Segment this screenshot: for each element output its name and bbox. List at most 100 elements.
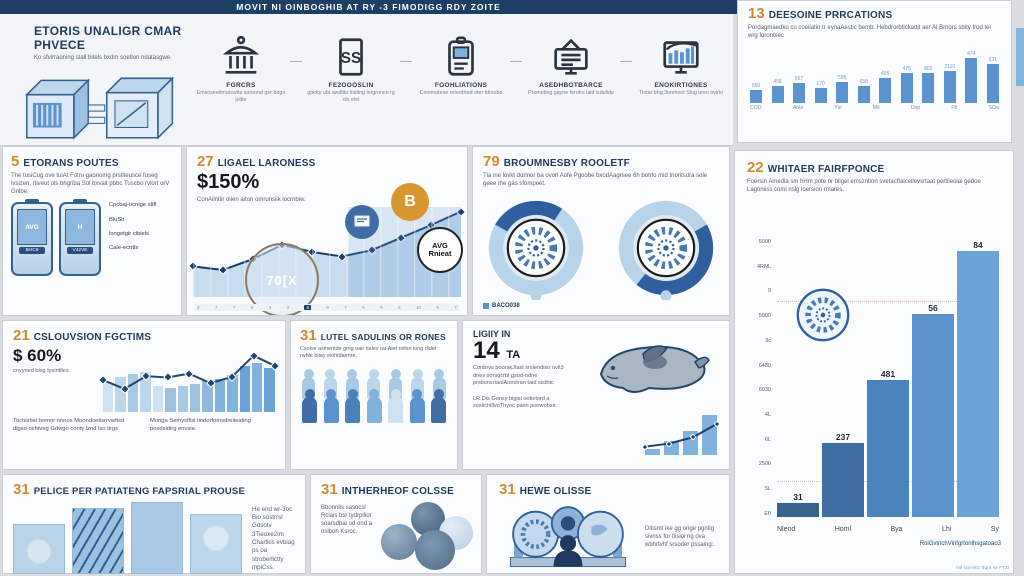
thumbnail-tile <box>131 502 183 574</box>
bar <box>177 386 188 412</box>
intro-block: ETORIS UNALIGR CMAR PHVECE Ko sfvlrraoni… <box>0 14 190 146</box>
flow-connector <box>400 61 412 62</box>
x-axis-tick: 3 <box>197 305 200 310</box>
person-icon <box>431 396 446 423</box>
avg-badge: AVG Rnieat <box>417 227 463 273</box>
x-axis-tick: Pit <box>951 105 958 112</box>
device-pair: AVG BHC8 H V42VE <box>11 199 101 277</box>
flow-step-desc: Promoting gayne ferotrs laid isdulide <box>528 90 614 96</box>
y-axis-tick: 5L <box>764 486 771 493</box>
x-axis-tick: Mit <box>872 105 880 112</box>
panel-number: 21 <box>13 327 30 344</box>
bar-value-label: 2110 <box>944 63 956 70</box>
device-screen: AVG <box>17 209 47 246</box>
bar-value-label: 495 <box>881 70 890 77</box>
x-axis-tick: 10 <box>415 305 421 310</box>
bar: 802 <box>922 66 935 104</box>
list-item: longetgir cibiels <box>109 230 149 237</box>
bar-value-label: 237 <box>835 432 851 443</box>
panel-title: CSLOUVSION FGCTIMS <box>33 332 152 343</box>
flow-connector <box>510 61 522 62</box>
panel-pelice-prouse: 31 PELICE PER PATIATENG FAPSRIAL PROUSE … <box>2 474 306 574</box>
x-axis-tick: 7 <box>214 305 218 310</box>
panel-whitaer-fairfponce: 22 WHITAER FAIRFPONCE Foersin Amedia sm … <box>734 150 1014 574</box>
machine-illustration <box>509 506 627 568</box>
bar <box>264 368 275 412</box>
panel-title: LUTEL SADULINS OR RONES <box>320 332 447 342</box>
bar-value-label: 474 <box>967 50 976 57</box>
whitaer-y-axis: 5000 4RNL 9 5900 3c 6480 6030 4L 6L 2500 5L E0 <box>743 239 771 517</box>
panel-body: Tla ine lovkt dorinor ba ovorl Aofe Pgoo… <box>483 173 708 188</box>
stat-value: $150% <box>197 171 260 193</box>
panel-broumnesby-rooletf: 79 BROUMNESBY ROOLETF Tla ine lovkt dori… <box>472 146 730 316</box>
bank-icon <box>222 35 260 74</box>
flow-step-desc: Tiotar bhg 3onmoot Slug ureo ovirlo <box>638 90 723 96</box>
flow-step-desc: Emsoseetimatswita soroond ger birgo jolt… <box>196 90 286 103</box>
flow-step-label: FE2OOOSLIN <box>328 82 374 89</box>
fine-print: rvtl tacrvkrc tfqra rw FTZl <box>955 566 1009 571</box>
avg-badge-line2: Rnieat <box>428 249 452 258</box>
person-icon <box>345 396 360 423</box>
panel-cslouvsion-fgctims: 21 CSLOUVSION FGCTIMS $ 60% cnyyned blsg… <box>2 320 286 470</box>
x-axis-tick: 3 <box>286 305 290 310</box>
bar-value-label: 481 <box>880 369 896 379</box>
donut-gauge-2 <box>618 201 714 301</box>
person-icon <box>388 396 403 423</box>
document-ss-icon: SS <box>339 38 363 76</box>
cropped-edge-bar <box>1016 28 1024 86</box>
thumbnail-tile <box>13 524 65 574</box>
avg-badge-line1: AVG <box>432 240 448 250</box>
bar: 475 <box>900 66 913 104</box>
x-axis-tick: SOo <box>988 105 999 112</box>
panel-body: He eird wr-3oc Bio sostrrsl Gdsotv 3Tieo… <box>252 505 295 572</box>
ligiiy-mini-chart <box>641 403 721 455</box>
x-axis-tick: 3 <box>397 305 401 310</box>
x-axis-tick: Bya <box>890 526 903 533</box>
battery-device-icon: AVG BHC8 <box>11 199 53 277</box>
bar <box>189 383 201 412</box>
intro-subtitle: Ko sfvlrraoning stall bitels bxdm soetlo… <box>34 55 172 61</box>
bar: 237 <box>822 432 864 517</box>
legend-label: BACO038 <box>492 303 520 309</box>
y-axis-tick: 9 <box>767 288 771 295</box>
bar-value-label: 170 <box>816 81 825 88</box>
panel-number: 13 <box>748 5 765 22</box>
x-axis-tick: Yio <box>834 105 842 112</box>
bar <box>239 365 251 412</box>
panel-body: ConAiintiir oiien aiton omrunsiik locrnb… <box>197 197 306 203</box>
panel-number: 31 <box>321 481 338 498</box>
note-left: Toctsirtiel bomor nnnos Moondoetisrrvwfi… <box>13 418 125 432</box>
big-number-value: 14 <box>473 337 500 364</box>
bar <box>165 387 176 412</box>
whale-illustration <box>599 345 710 393</box>
bar <box>214 378 226 412</box>
x-axis-tick: 8 <box>304 305 311 310</box>
panel-number: 27 <box>197 153 214 170</box>
panel-lutel-sadulins: 31 LUTEL SADULINS OR RONES Csoive asment… <box>290 320 458 470</box>
bar-value-label: 595 <box>837 75 847 82</box>
window-badge-icon <box>345 205 379 239</box>
gridline <box>777 301 999 302</box>
bar-value-label: 31 <box>793 492 803 503</box>
panel-body: Ditismt ike gg onge pgntig sivnss for ti… <box>645 525 716 549</box>
bar <box>252 363 263 412</box>
flow-step-label: ASEDHBOTBARCE <box>539 82 603 89</box>
intro-title: ETORIS UNALIGR CMAR PHVECE <box>34 24 182 52</box>
panel-title: DEESOINE PRRCATIONS <box>768 10 893 21</box>
x-axis-tick: 9 <box>380 305 383 310</box>
x-axis-tick: Dsp <box>910 105 921 112</box>
x-axis-tick: Homl <box>834 526 852 533</box>
sphere-icon <box>381 524 417 560</box>
panel-number: 5 <box>11 153 20 170</box>
flow-step-4: ASEDHBOTBARCE Promoting gayne ferotrs la… <box>522 28 620 97</box>
bar-value-label: 550 <box>751 83 761 90</box>
panel-body: Csoive asmentde gmg oair rialev oa-Aiet … <box>300 346 437 360</box>
x-axis-tick: 3 <box>268 305 272 310</box>
y-axis-tick: 4L <box>764 412 771 419</box>
bar: 458 <box>771 79 784 104</box>
panel-title: INTHERHEOF COLSSE <box>341 486 454 497</box>
bar: 170 <box>814 81 827 104</box>
bar: 56 <box>912 303 954 517</box>
flow-step-3: FOOHLIATIONS Connnotese reterdrted oter … <box>412 28 510 97</box>
